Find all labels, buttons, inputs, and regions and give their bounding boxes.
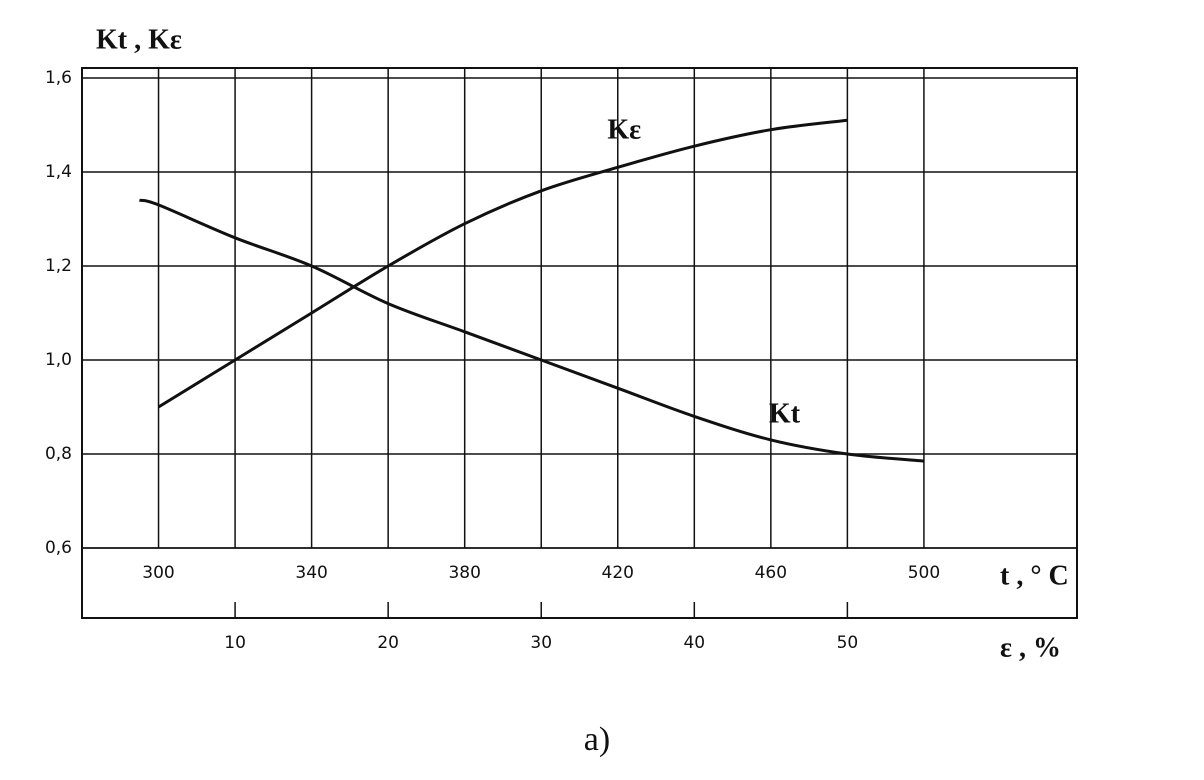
x2-axis-label: ε , % <box>1000 632 1061 663</box>
curve-label: Kt <box>769 398 801 429</box>
y-tick-label: 0,6 <box>45 538 72 558</box>
x-tick-label: 380 <box>448 563 480 583</box>
y-tick-label: 1,0 <box>45 350 72 370</box>
x2-tick-label: 50 <box>837 633 859 653</box>
x-tick-label: 500 <box>908 563 940 583</box>
plot-frame <box>81 67 1078 619</box>
curve-label: Kε <box>607 115 641 146</box>
x-axis-label: t , ° C <box>1000 560 1069 591</box>
x2-tick-label: 40 <box>683 633 705 653</box>
x-tick-label: 340 <box>295 563 327 583</box>
caption: a) <box>584 721 610 758</box>
y-axis-label: Kt , Kε <box>96 24 182 55</box>
x2-tick-label: 30 <box>530 633 552 653</box>
x2-tick-label: 20 <box>377 633 399 653</box>
y-tick-label: 1,4 <box>45 162 72 182</box>
y-tick-label: 1,2 <box>45 256 72 276</box>
curve <box>139 198 925 463</box>
y-tick-label: 0,8 <box>45 444 72 464</box>
x-tick-label: 460 <box>755 563 787 583</box>
x-tick-label: 300 <box>142 563 174 583</box>
y-tick-label: 1,6 <box>45 68 72 88</box>
curve <box>157 118 848 409</box>
x-tick-label: 420 <box>602 563 634 583</box>
x2-tick-label: 10 <box>224 633 246 653</box>
